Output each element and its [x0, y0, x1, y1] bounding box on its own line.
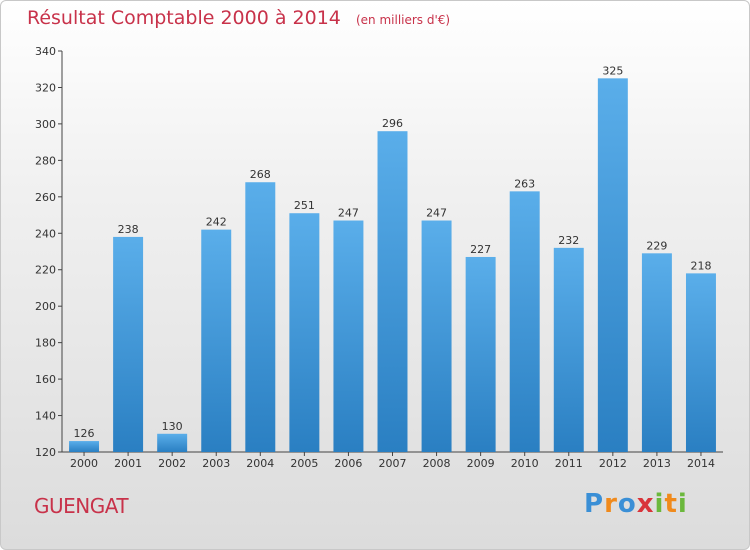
- x-tick-label: 2005: [290, 457, 318, 470]
- bar-value-label: 247: [338, 207, 359, 220]
- y-tick-label: 180: [35, 337, 56, 350]
- bar-value-label: 229: [646, 239, 667, 252]
- y-tick-label: 300: [35, 118, 56, 131]
- logo-letter: t: [664, 489, 678, 519]
- bar-value-label: 325: [602, 64, 623, 77]
- logo-letter: i: [654, 489, 665, 519]
- bar-value-label: 242: [206, 216, 227, 229]
- commune-name: GUENGAT: [34, 494, 129, 518]
- logo-letter: P: [584, 489, 605, 519]
- bar: [553, 247, 584, 452]
- bar: [465, 256, 496, 452]
- y-tick-label: 320: [35, 81, 56, 94]
- bar: [69, 441, 100, 452]
- bar: [641, 253, 672, 452]
- logo-letter: i: [677, 489, 688, 519]
- proxiti-logo: Proxiti: [584, 489, 688, 519]
- y-tick-label: 140: [35, 410, 56, 423]
- bar-value-label: 263: [514, 177, 535, 190]
- bar: [201, 229, 232, 452]
- chart-bars: 126 238 130 242 268 251 247 296 247 227 263 232 325 2…: [69, 64, 716, 452]
- x-tick-label: 2003: [202, 457, 230, 470]
- y-tick-label: 120: [35, 446, 56, 459]
- bar-value-label: 227: [470, 243, 491, 256]
- bar-value-label: 296: [382, 117, 403, 130]
- bar: [509, 191, 540, 452]
- bar: [113, 236, 144, 452]
- x-tick-label: 2010: [511, 457, 539, 470]
- y-tick-label: 160: [35, 373, 56, 386]
- bar-value-label: 126: [74, 427, 95, 440]
- x-tick-label: 2000: [70, 457, 98, 470]
- y-tick-label: 340: [35, 45, 56, 58]
- logo-letter: r: [604, 489, 618, 519]
- x-tick-label: 2008: [423, 457, 451, 470]
- chart-title-text: Résultat Comptable 2000 à 2014: [27, 7, 341, 29]
- bar-value-label: 247: [426, 207, 447, 220]
- x-tick-label: 2006: [334, 457, 362, 470]
- bar: [685, 273, 716, 452]
- bar: [333, 220, 364, 452]
- bar: [289, 213, 320, 452]
- x-tick-label: 2009: [467, 457, 495, 470]
- y-tick-label: 260: [35, 191, 56, 204]
- bar-value-label: 251: [294, 199, 315, 212]
- bar-value-label: 238: [118, 223, 139, 236]
- x-tick-label: 2011: [555, 457, 583, 470]
- x-tick-label: 2001: [114, 457, 142, 470]
- x-tick-label: 2007: [379, 457, 407, 470]
- bar: [597, 78, 628, 452]
- logo-letter: x: [636, 489, 655, 519]
- unit-note: (en milliers d'€): [355, 13, 451, 27]
- bar: [377, 131, 408, 452]
- bar: [421, 220, 452, 452]
- x-tick-label: 2012: [599, 457, 627, 470]
- x-tick-label: 2004: [246, 457, 274, 470]
- x-tick-label: 2014: [687, 457, 715, 470]
- chart-title: Résultat Comptable 2000 à 2014 (en milli…: [27, 7, 450, 29]
- bar: [245, 182, 276, 452]
- bar-value-label: 268: [250, 168, 271, 181]
- bar-value-label: 218: [690, 259, 711, 272]
- y-tick-label: 200: [35, 300, 56, 313]
- x-tick-label: 2013: [643, 457, 671, 470]
- bar-value-label: 130: [162, 420, 183, 433]
- bar-value-label: 232: [558, 234, 579, 247]
- logo-letter: o: [617, 489, 637, 519]
- y-tick-label: 280: [35, 154, 56, 167]
- x-tick-label: 2002: [158, 457, 186, 470]
- y-tick-label: 220: [35, 264, 56, 277]
- bar: [157, 433, 188, 452]
- y-tick-label: 240: [35, 227, 56, 240]
